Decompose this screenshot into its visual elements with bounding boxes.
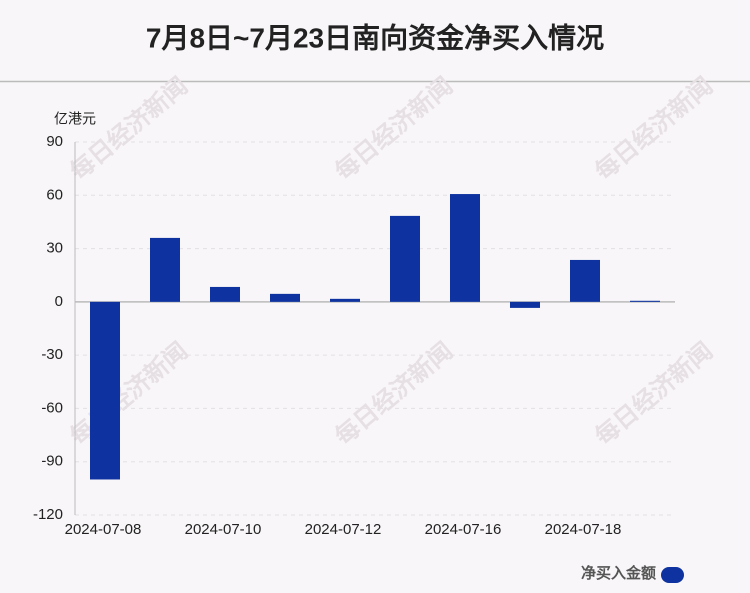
x-tick-label: 2024-07-08 bbox=[65, 521, 142, 538]
y-tick-label: -120 bbox=[33, 506, 63, 523]
y-tick-label: 60 bbox=[46, 186, 63, 203]
bar bbox=[630, 300, 660, 302]
bar bbox=[390, 215, 420, 302]
y-tick-label: -90 bbox=[41, 453, 63, 470]
bar bbox=[150, 237, 180, 302]
bar bbox=[90, 301, 120, 480]
y-unit: 亿港元 bbox=[54, 111, 96, 127]
y-tick-label: -30 bbox=[41, 346, 63, 363]
x-tick-label: 2024-07-16 bbox=[425, 521, 502, 538]
x-tick-label: 2024-07-10 bbox=[185, 521, 262, 538]
y-tick-label: 30 bbox=[46, 240, 63, 257]
legend-swatch bbox=[661, 567, 684, 583]
y-tick-label: -60 bbox=[41, 399, 63, 416]
chart-title: 7月8日~7月23日南向资金净买入情况 bbox=[146, 21, 604, 53]
legend-label: 净买入金额 bbox=[581, 564, 656, 582]
bar bbox=[510, 301, 540, 308]
x-tick-label: 2024-07-18 bbox=[545, 521, 622, 538]
bar bbox=[210, 286, 240, 302]
y-tick-label: 90 bbox=[46, 133, 63, 150]
y-tick-label: 0 bbox=[55, 293, 63, 310]
x-tick-label: 2024-07-12 bbox=[305, 521, 382, 538]
bar bbox=[570, 259, 600, 302]
bar bbox=[330, 298, 360, 302]
bar bbox=[450, 194, 480, 302]
bar bbox=[270, 293, 300, 302]
